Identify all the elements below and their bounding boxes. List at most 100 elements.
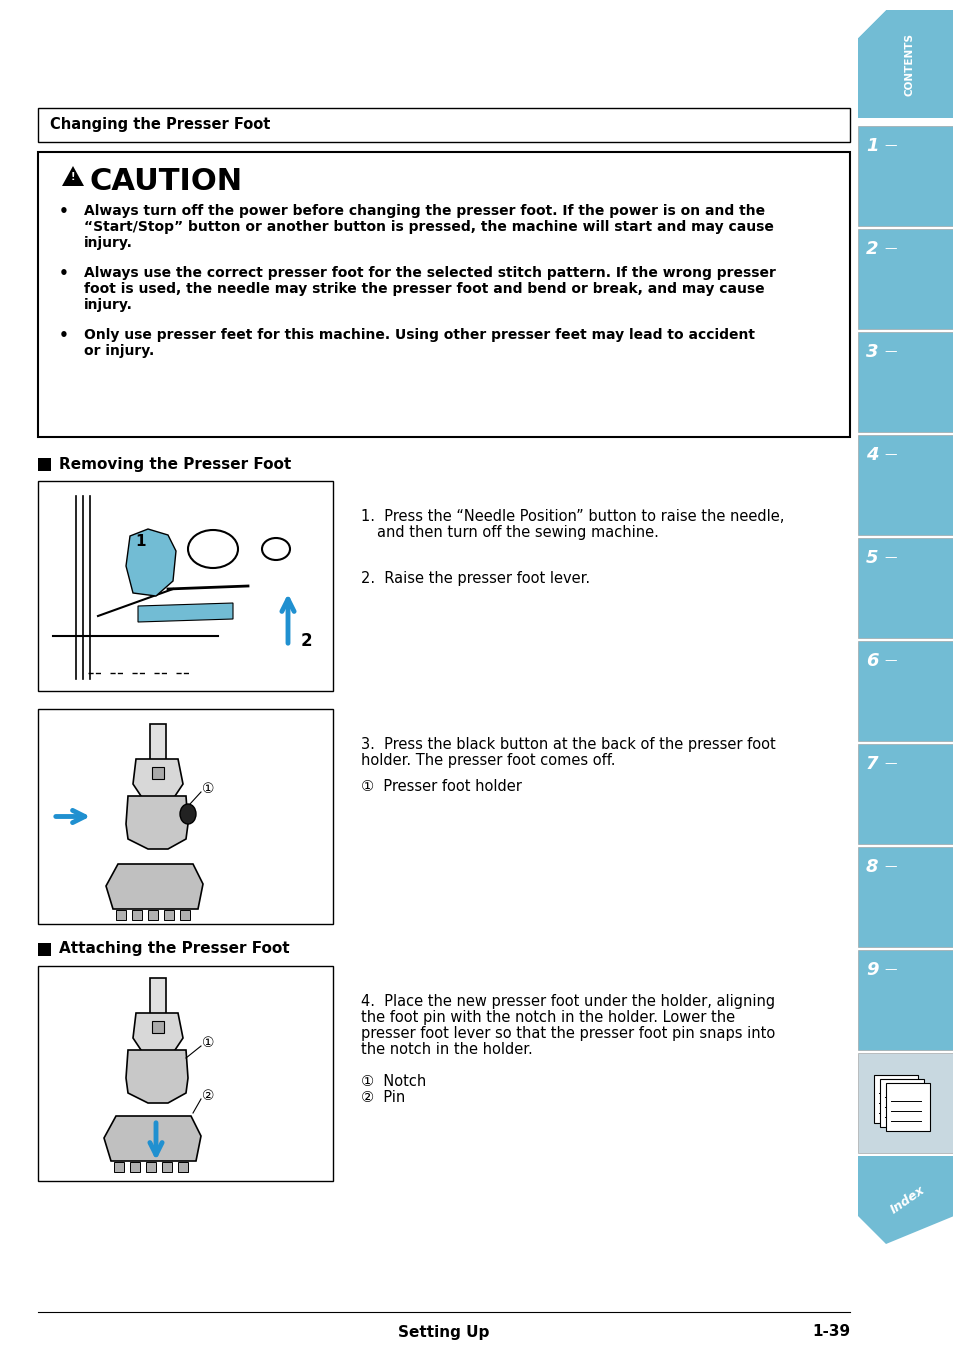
Text: —: — — [883, 242, 896, 256]
Bar — [152, 767, 164, 779]
Text: and then turn off the sewing machine.: and then turn off the sewing machine. — [376, 525, 659, 540]
Text: ①  Notch: ① Notch — [360, 1074, 426, 1089]
Text: 6: 6 — [865, 651, 878, 670]
Ellipse shape — [262, 538, 290, 560]
FancyBboxPatch shape — [38, 966, 333, 1180]
Polygon shape — [138, 603, 233, 622]
Bar — [162, 1162, 172, 1172]
FancyBboxPatch shape — [857, 641, 953, 742]
Bar — [180, 910, 190, 921]
Text: injury.: injury. — [84, 297, 132, 312]
FancyBboxPatch shape — [857, 744, 953, 844]
Ellipse shape — [188, 530, 237, 568]
FancyBboxPatch shape — [885, 1084, 929, 1131]
Text: CAUTION: CAUTION — [90, 167, 243, 197]
Text: •: • — [59, 205, 69, 219]
Bar — [164, 910, 173, 921]
Text: ②  Pin: ② Pin — [360, 1090, 405, 1105]
Text: ①: ① — [201, 782, 214, 795]
FancyBboxPatch shape — [857, 950, 953, 1050]
Bar — [152, 1022, 164, 1032]
Text: —: — — [883, 140, 896, 152]
Text: Always use the correct presser foot for the selected stitch pattern. If the wron: Always use the correct presser foot for … — [84, 267, 775, 280]
Text: 2.  Raise the presser foot lever.: 2. Raise the presser foot lever. — [360, 571, 590, 586]
FancyBboxPatch shape — [857, 1053, 953, 1154]
Text: 2: 2 — [300, 633, 312, 650]
Text: —: — — [883, 552, 896, 564]
Bar — [116, 910, 126, 921]
Bar — [132, 910, 142, 921]
Bar — [113, 1162, 124, 1172]
Text: 8: 8 — [865, 857, 878, 876]
FancyBboxPatch shape — [857, 229, 953, 328]
FancyBboxPatch shape — [38, 481, 333, 690]
Polygon shape — [104, 1116, 201, 1162]
Bar — [38, 458, 51, 471]
Polygon shape — [132, 759, 183, 800]
Bar — [130, 1162, 140, 1172]
Text: presser foot lever so that the presser foot pin snaps into: presser foot lever so that the presser f… — [360, 1026, 775, 1040]
Text: ②: ② — [201, 1089, 214, 1102]
Bar — [38, 944, 51, 956]
FancyBboxPatch shape — [857, 127, 953, 226]
Text: 1: 1 — [865, 137, 878, 155]
Polygon shape — [857, 1156, 953, 1244]
Polygon shape — [150, 979, 166, 1020]
Text: 3: 3 — [865, 343, 878, 361]
Text: CONTENTS: CONTENTS — [904, 32, 914, 96]
Text: —: — — [883, 654, 896, 668]
Text: Index: Index — [887, 1183, 926, 1217]
Text: 9: 9 — [865, 961, 878, 979]
Text: Removing the Presser Foot: Removing the Presser Foot — [59, 456, 291, 471]
FancyBboxPatch shape — [857, 332, 953, 432]
Text: 1.  Press the “Needle Position” button to raise the needle,: 1. Press the “Needle Position” button to… — [360, 509, 783, 524]
Text: •: • — [59, 267, 69, 281]
FancyBboxPatch shape — [879, 1079, 923, 1127]
Text: Attaching the Presser Foot: Attaching the Presser Foot — [59, 941, 290, 957]
Polygon shape — [857, 9, 953, 118]
Text: 4.  Place the new presser foot under the holder, aligning: 4. Place the new presser foot under the … — [360, 993, 774, 1010]
FancyBboxPatch shape — [38, 709, 333, 923]
Ellipse shape — [180, 804, 195, 824]
Polygon shape — [126, 795, 188, 849]
FancyBboxPatch shape — [857, 435, 953, 534]
Polygon shape — [857, 9, 885, 38]
Text: Only use presser feet for this machine. Using other presser feet may lead to acc: Only use presser feet for this machine. … — [84, 328, 754, 342]
Text: 1: 1 — [135, 533, 146, 549]
Text: the notch in the holder.: the notch in the holder. — [360, 1042, 532, 1057]
Text: —: — — [883, 448, 896, 462]
Polygon shape — [62, 166, 84, 186]
Text: Changing the Presser Foot: Changing the Presser Foot — [50, 117, 270, 132]
Text: or injury.: or injury. — [84, 345, 154, 358]
Text: the foot pin with the notch in the holder. Lower the: the foot pin with the notch in the holde… — [360, 1010, 735, 1026]
Polygon shape — [150, 724, 166, 766]
Text: 7: 7 — [865, 755, 878, 773]
Polygon shape — [857, 1215, 885, 1244]
Text: 1-39: 1-39 — [811, 1324, 849, 1339]
Text: •: • — [59, 328, 69, 343]
Polygon shape — [106, 864, 203, 909]
Bar — [146, 1162, 156, 1172]
Text: holder. The presser foot comes off.: holder. The presser foot comes off. — [360, 752, 615, 769]
Text: “Start/Stop” button or another button is pressed, the machine will start and may: “Start/Stop” button or another button is… — [84, 219, 773, 234]
Polygon shape — [126, 1050, 188, 1102]
FancyBboxPatch shape — [38, 152, 849, 437]
FancyBboxPatch shape — [857, 538, 953, 638]
Text: —: — — [883, 758, 896, 770]
Text: 3.  Press the black button at the back of the presser foot: 3. Press the black button at the back of… — [360, 738, 775, 752]
Bar — [148, 910, 158, 921]
Text: 5: 5 — [865, 549, 878, 567]
Bar — [178, 1162, 188, 1172]
FancyBboxPatch shape — [873, 1075, 917, 1123]
Polygon shape — [126, 529, 175, 596]
FancyBboxPatch shape — [38, 108, 849, 141]
Text: ①: ① — [201, 1036, 214, 1050]
Text: 4: 4 — [865, 446, 878, 464]
Text: ①  Presser foot holder: ① Presser foot holder — [360, 779, 521, 794]
Text: —: — — [883, 964, 896, 976]
Text: 2: 2 — [865, 240, 878, 258]
Text: injury.: injury. — [84, 236, 132, 250]
Text: foot is used, the needle may strike the presser foot and bend or break, and may : foot is used, the needle may strike the … — [84, 283, 763, 296]
Text: Setting Up: Setting Up — [398, 1324, 489, 1339]
Polygon shape — [132, 1014, 183, 1053]
